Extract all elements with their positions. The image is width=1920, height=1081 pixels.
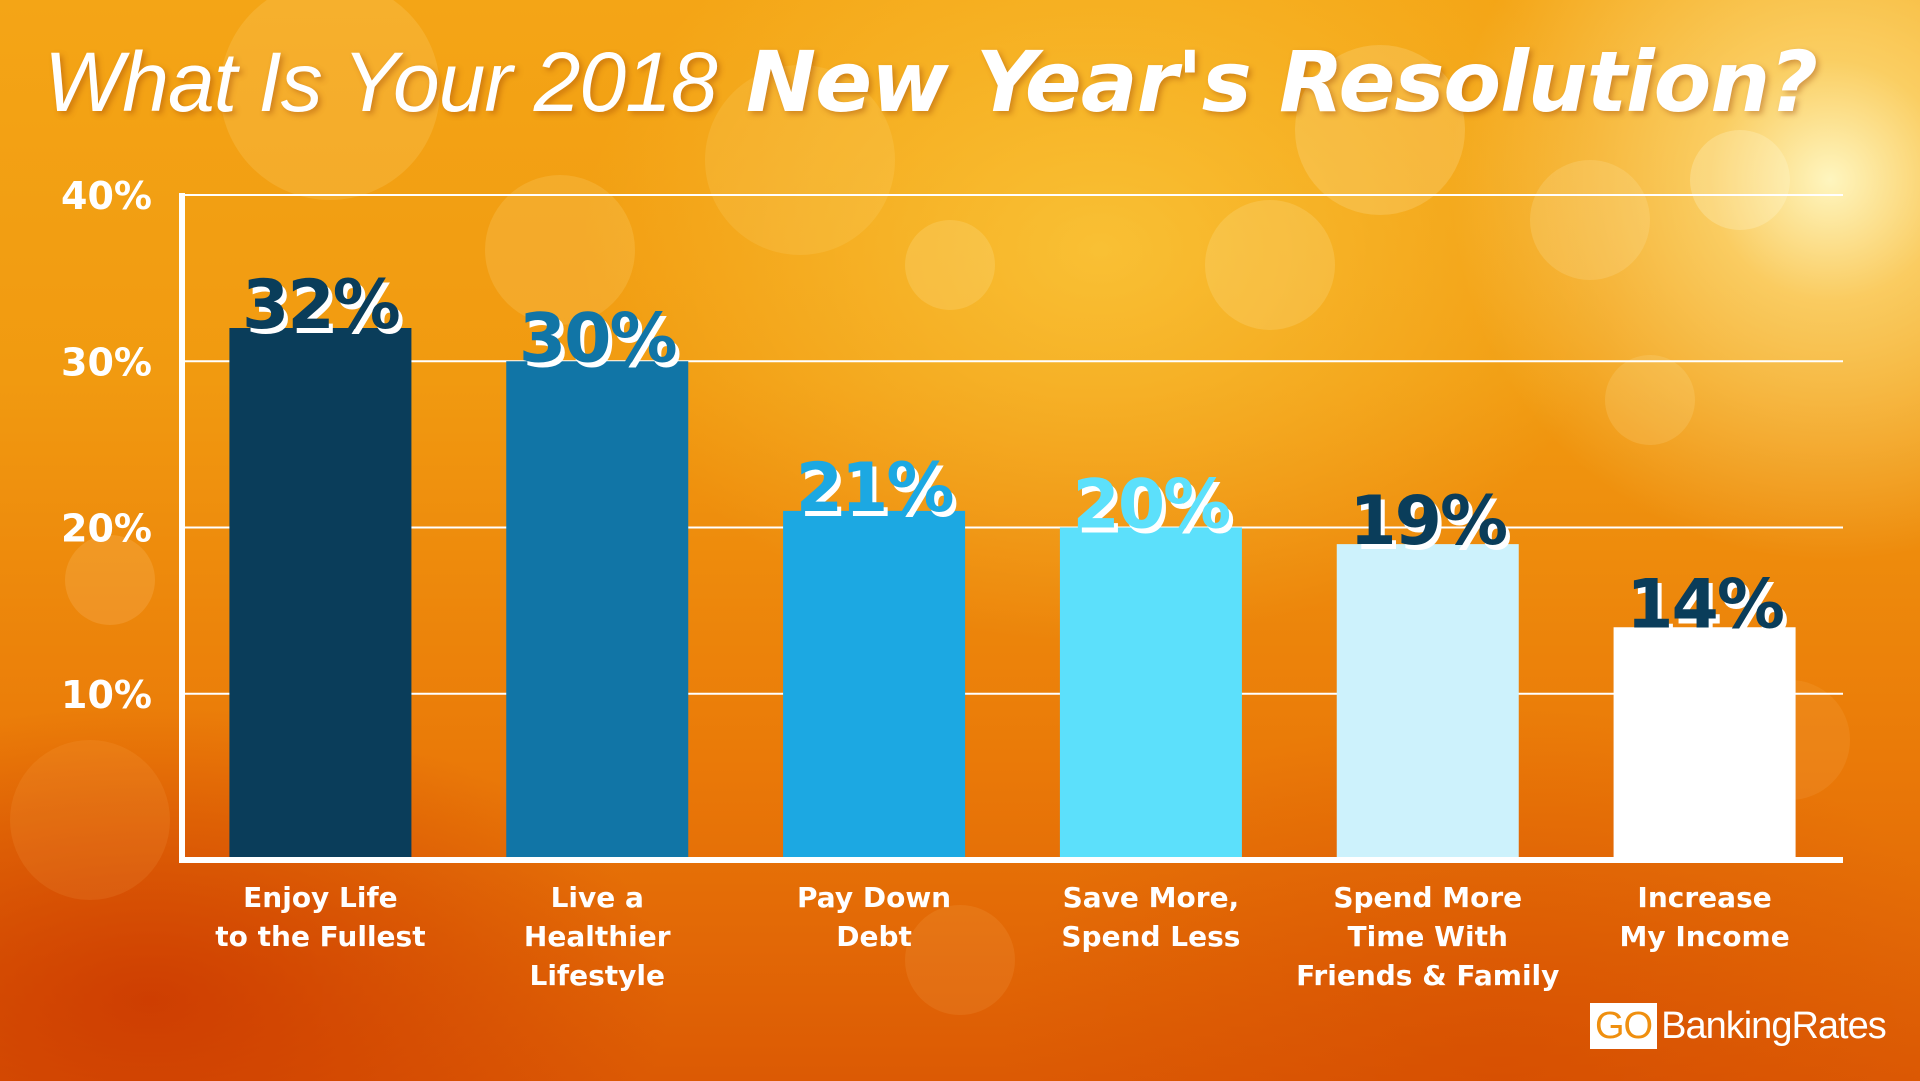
value-label: 32% xyxy=(242,266,399,345)
y-tick-label: 20% xyxy=(61,507,152,551)
x-category-label: to the Fullest xyxy=(215,920,425,953)
bar-3 xyxy=(783,510,966,860)
value-label-shadow: 30% xyxy=(523,304,680,383)
title-bold-part: New Year's Resolution? xyxy=(745,33,1818,131)
gridlines xyxy=(182,194,1843,695)
x-category-label: Spend Less xyxy=(1061,920,1240,953)
gobankingrates-logo: GO BankingRates xyxy=(1590,1002,1887,1050)
x-category-label: Friends & Family xyxy=(1296,959,1559,992)
value-label: 30% xyxy=(519,299,676,378)
x-category-label: Enjoy Life xyxy=(243,881,398,914)
value-labels: 32%32% 30%30% 21%21% 20%20% 19%19% 14%14% xyxy=(242,266,1789,649)
axes xyxy=(179,193,1843,863)
value-label-shadow: 21% xyxy=(800,454,957,533)
value-label: 14% xyxy=(1626,565,1783,644)
x-axis-labels: Enjoy Life to the Fullest Live a Healthier L… xyxy=(215,881,1789,992)
title-light-part: What Is Your 2018 xyxy=(44,35,718,129)
x-category-label: Healthier xyxy=(524,920,671,953)
bar-1 xyxy=(229,328,412,860)
chart-title: What Is Your 2018 New Year's Resolution? xyxy=(44,22,1904,142)
bar-5 xyxy=(1336,544,1519,860)
logo-go-box: GO xyxy=(1590,1003,1658,1049)
value-label: 21% xyxy=(796,449,953,528)
x-category-label: Pay Down xyxy=(797,881,951,914)
x-category-label: Save More, xyxy=(1063,881,1240,914)
x-category-label: Lifestyle xyxy=(529,959,665,992)
value-label: 19% xyxy=(1349,482,1506,561)
x-category-label: My Income xyxy=(1619,920,1789,953)
y-tick-label: 10% xyxy=(61,673,152,717)
x-category-label: Live a xyxy=(551,881,644,914)
value-label-shadow: 19% xyxy=(1353,487,1510,566)
logo-text: BankingRates xyxy=(1661,1005,1887,1047)
bars xyxy=(229,328,1796,860)
y-tick-label: 30% xyxy=(61,340,152,384)
bar-6 xyxy=(1613,627,1796,860)
bar-4 xyxy=(1059,527,1242,860)
x-category-label: Increase xyxy=(1637,881,1771,914)
x-category-label: Time With xyxy=(1348,920,1508,953)
y-axis-ticks: 10% 20% 30% 40% xyxy=(61,174,152,717)
x-category-label: Spend More xyxy=(1333,881,1522,914)
value-label-shadow: 32% xyxy=(246,271,403,350)
value-label-shadow: 20% xyxy=(1077,471,1234,550)
value-label-shadow: 14% xyxy=(1630,570,1787,649)
bar-2 xyxy=(506,361,689,860)
y-tick-label: 40% xyxy=(61,174,152,218)
x-category-label: Debt xyxy=(836,920,912,953)
value-label: 20% xyxy=(1073,466,1230,545)
